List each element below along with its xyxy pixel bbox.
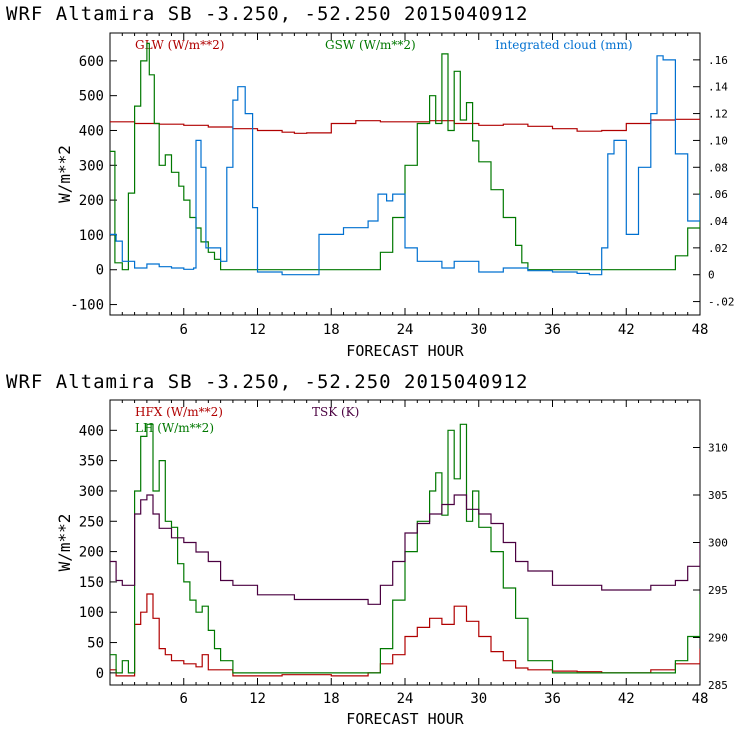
legend-entry: LH (W/m**2) (135, 421, 214, 435)
y-tick-label: 200 (79, 193, 104, 209)
x-tick-label: 18 (323, 691, 340, 707)
x-axis-label: FORECAST HOUR (346, 710, 464, 728)
y-tick-label: 200 (79, 545, 104, 561)
legend-entry: HFX (W/m**2) (135, 405, 223, 419)
y2-tick-label: 290 (708, 632, 728, 645)
legend-entry: GSW (W/m**2) (325, 38, 416, 52)
series-line-1 (110, 423, 700, 674)
series-line-0 (110, 593, 700, 677)
x-tick-label: 6 (180, 691, 188, 707)
y-tick-label: 400 (79, 423, 104, 439)
y-tick-label: 300 (79, 158, 104, 174)
y-tick-label: 0 (96, 263, 104, 279)
y2-tick-label: .10 (708, 134, 728, 147)
y2-tick-label: -.02 (708, 296, 735, 309)
y2-tick-label: 300 (708, 537, 728, 550)
x-tick-label: 24 (397, 691, 414, 707)
x-tick-label: 24 (397, 322, 414, 338)
y-tick-label: 400 (79, 123, 104, 139)
y-tick-label: 600 (79, 54, 104, 70)
series-line-0 (110, 118, 700, 134)
y-tick-label: 250 (79, 514, 104, 530)
legend-entry: TSK (K) (312, 405, 359, 419)
y-tick-label: 100 (79, 228, 104, 244)
y-tick-label: 500 (79, 89, 104, 105)
legend-entry: GLW (W/m**2) (135, 38, 224, 52)
chart-title: WRF Altamira SB -3.250, -52.250 20150409… (6, 3, 528, 25)
x-tick-label: 36 (544, 322, 561, 338)
series-line-2 (110, 494, 700, 605)
x-axis-label: FORECAST HOUR (346, 342, 464, 360)
y2-tick-label: .06 (708, 188, 728, 201)
x-tick-label: 30 (470, 322, 487, 338)
x-tick-label: 6 (180, 322, 188, 338)
y2-tick-label: .08 (708, 161, 728, 174)
y2-tick-label: .14 (708, 81, 728, 94)
x-tick-label: 12 (249, 322, 266, 338)
y2-tick-label: 0 (708, 269, 715, 282)
x-tick-label: 12 (249, 691, 266, 707)
y-tick-label: -100 (70, 298, 104, 314)
y-tick-label: 50 (87, 636, 104, 652)
series-line-1 (110, 42, 700, 271)
y-tick-label: 100 (79, 605, 104, 621)
y-axis-label: W/m**2 (55, 514, 74, 572)
x-tick-label: 42 (618, 691, 635, 707)
x-tick-label: 48 (692, 322, 709, 338)
chart-title: WRF Altamira SB -3.250, -52.250 20150409… (6, 371, 528, 393)
y2-tick-label: .02 (708, 242, 728, 255)
y-tick-label: 350 (79, 454, 104, 470)
x-tick-label: 18 (323, 322, 340, 338)
x-tick-label: 30 (470, 691, 487, 707)
y-axis-label: W/m**2 (55, 145, 74, 203)
y-tick-label: 300 (79, 484, 104, 500)
x-tick-label: 36 (544, 691, 561, 707)
y2-tick-label: 285 (708, 679, 728, 692)
x-tick-label: 48 (692, 691, 709, 707)
y2-tick-label: 295 (708, 584, 728, 597)
y-tick-label: 0 (96, 666, 104, 682)
y2-tick-label: .16 (708, 54, 728, 67)
x-tick-label: 42 (618, 322, 635, 338)
y2-tick-label: 305 (708, 489, 728, 502)
legend-entry: Integrated cloud (mm) (495, 38, 633, 52)
y2-tick-label: 310 (708, 442, 728, 455)
y-tick-label: 150 (79, 575, 104, 591)
y2-tick-label: .12 (708, 108, 728, 121)
y2-tick-label: .04 (708, 215, 728, 228)
series-line-2 (110, 55, 700, 276)
